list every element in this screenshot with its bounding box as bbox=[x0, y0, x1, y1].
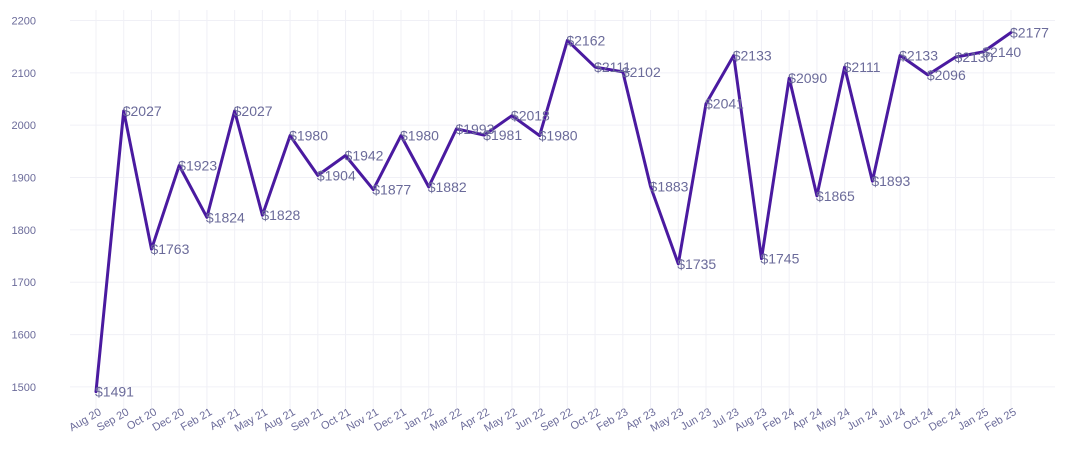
y-tick-label: 1600 bbox=[12, 330, 36, 342]
data-labels: $1491 $2027 $1763 $1923 $1824 $2027 $1828 $1980… bbox=[95, 25, 1049, 400]
y-tick-label: 1500 bbox=[12, 382, 36, 394]
data-label: $1980 bbox=[289, 128, 328, 144]
data-label: $2102 bbox=[622, 64, 661, 80]
x-tick-label: Feb 21 bbox=[179, 406, 215, 434]
x-tick-label: Dec 24 bbox=[927, 406, 963, 434]
data-label: $1763 bbox=[150, 241, 189, 257]
data-label: $1865 bbox=[816, 188, 855, 204]
x-tick-label: Jun 23 bbox=[679, 406, 714, 433]
data-label: $1942 bbox=[345, 148, 384, 164]
x-tick-label: Sep 21 bbox=[289, 406, 325, 434]
data-label: $1824 bbox=[206, 209, 245, 225]
y-axis: 1500 1600 1700 1800 1900 2000 2100 2200 bbox=[12, 15, 36, 393]
x-tick-label: Sep 20 bbox=[95, 406, 131, 434]
data-label: $1893 bbox=[871, 173, 910, 189]
y-tick-label: 2000 bbox=[12, 120, 36, 132]
data-label: $1491 bbox=[95, 384, 134, 400]
x-tick-label: Jun 24 bbox=[845, 406, 880, 433]
data-label: $2111 bbox=[594, 59, 631, 75]
y-tick-label: 2100 bbox=[12, 68, 36, 80]
data-label: $1993 bbox=[455, 121, 494, 137]
series-line bbox=[94, 31, 1013, 394]
x-tick-label: Aug 23 bbox=[733, 406, 769, 434]
y-tick-label: 2200 bbox=[12, 15, 36, 27]
data-label: $1735 bbox=[677, 256, 716, 272]
data-label: $2018 bbox=[511, 108, 550, 124]
data-label: $2130 bbox=[955, 49, 994, 65]
grid-lines bbox=[70, 10, 1055, 408]
series-group bbox=[94, 31, 1013, 394]
data-label: $1904 bbox=[317, 167, 356, 183]
data-label: $1980 bbox=[539, 128, 578, 144]
data-label: $2090 bbox=[788, 70, 827, 86]
data-label: $2162 bbox=[566, 32, 605, 48]
x-tick-label: Dec 20 bbox=[150, 406, 186, 434]
data-label: $1828 bbox=[261, 207, 300, 223]
x-tick-label: Mar 22 bbox=[428, 406, 464, 434]
data-label: $1981 bbox=[483, 127, 522, 143]
data-label: $1877 bbox=[372, 182, 411, 198]
data-label: $1883 bbox=[650, 178, 689, 194]
data-label: $1980 bbox=[400, 128, 439, 144]
data-label: $2096 bbox=[927, 67, 966, 83]
data-label: $1882 bbox=[428, 179, 467, 195]
y-tick-label: 1900 bbox=[12, 173, 36, 185]
data-label: $2133 bbox=[733, 48, 772, 64]
x-tick-label: Sep 22 bbox=[539, 406, 575, 434]
x-tick-label: Feb 24 bbox=[761, 406, 797, 434]
x-tick-label: Dec 21 bbox=[372, 406, 408, 434]
data-label: $2041 bbox=[705, 96, 744, 112]
y-tick-label: 1800 bbox=[12, 225, 36, 237]
data-label: $2133 bbox=[899, 48, 938, 64]
data-label: $2140 bbox=[982, 44, 1021, 60]
data-label: $2027 bbox=[234, 103, 273, 119]
data-label: $2027 bbox=[123, 103, 162, 119]
x-tick-label: Jul 24 bbox=[876, 406, 907, 431]
data-label: $2177 bbox=[1010, 25, 1049, 41]
x-tick-label: Feb 23 bbox=[595, 406, 631, 434]
data-label: $1745 bbox=[760, 251, 799, 267]
data-label: $1923 bbox=[178, 157, 217, 173]
x-tick-label: Feb 25 bbox=[983, 406, 1019, 434]
data-label: $2111 bbox=[844, 59, 881, 75]
y-tick-label: 1700 bbox=[12, 277, 36, 289]
